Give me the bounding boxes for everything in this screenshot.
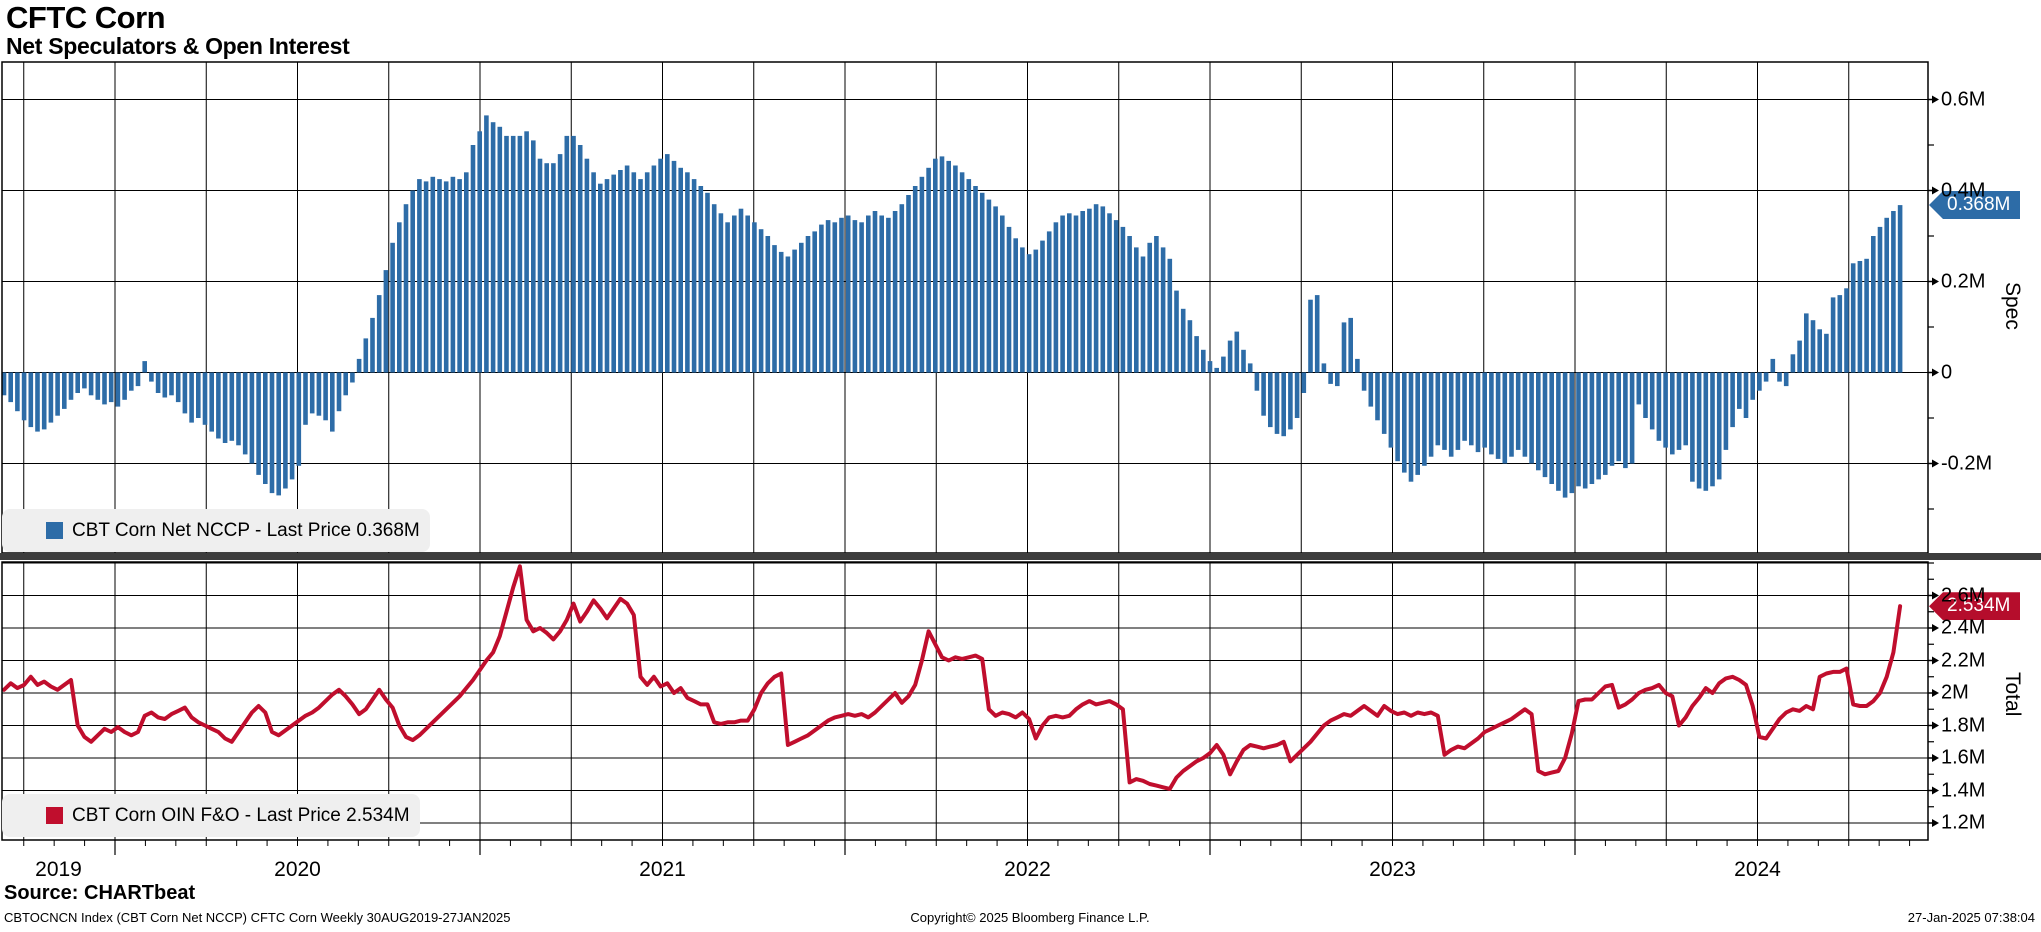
y-axis-title-total: Total bbox=[2001, 672, 2024, 717]
blue-square-swatch-icon bbox=[46, 522, 63, 539]
y-tick-label-spec: 0.2M bbox=[1941, 270, 1986, 292]
legend-spec[interactable]: CBT Corn Net NCCP - Last Price 0.368M bbox=[2, 509, 430, 552]
footer-timestamp: 27-Jan-2025 07:38:04 bbox=[1907, 910, 2035, 925]
legend-spec-label: CBT Corn Net NCCP - Last Price 0.368M bbox=[72, 519, 420, 541]
y-tick-label-total: 2.4M bbox=[1941, 616, 1986, 639]
legend-total[interactable]: CBT Corn OIN F&O - Last Price 2.534M bbox=[2, 794, 420, 837]
footer-copyright: Copyright© 2025 Bloomberg Finance L.P. bbox=[910, 910, 1150, 925]
y-axis-title-spec: Spec bbox=[2001, 282, 2024, 330]
y-tick-label-total: 2.6M bbox=[1941, 584, 1986, 606]
footer-ticker-info: CBTOCNCN Index (CBT Corn Net NCCP) CFTC … bbox=[4, 910, 511, 925]
y-tick-label-total: 1.4M bbox=[1941, 779, 1986, 801]
y-tick-label-total: 2.2M bbox=[1941, 649, 1986, 671]
y-tick-label-spec: 0.4M bbox=[1941, 179, 1986, 201]
y-tick-label-spec: 0.6M bbox=[1941, 88, 1986, 110]
x-year-label: 2019 bbox=[35, 858, 82, 881]
x-year-label: 2021 bbox=[639, 858, 686, 881]
red-square-swatch-icon bbox=[46, 807, 63, 824]
y-tick-label-total: 1.8M bbox=[1941, 714, 1986, 736]
y-tick-label-total: 1.2M bbox=[1941, 811, 1986, 834]
x-year-label: 2022 bbox=[1004, 858, 1051, 881]
last-price-tag-spec: 0.368M bbox=[1929, 191, 2021, 220]
source-label: Source: CHARTbeat bbox=[4, 882, 196, 904]
y-tick-label-spec: 0 bbox=[1941, 361, 1953, 383]
x-year-label: 2020 bbox=[274, 858, 321, 881]
y-tick-label-total: 2M bbox=[1941, 681, 1969, 704]
last-price-tag-total: 2.534M bbox=[1929, 592, 2021, 621]
panel-divider[interactable] bbox=[0, 553, 2041, 560]
x-year-label: 2024 bbox=[1734, 858, 1781, 881]
y-tick-label-total: 1.6M bbox=[1941, 746, 1986, 769]
page-title: CFTC Corn bbox=[6, 0, 166, 35]
y-tick-label-spec: -0.2M bbox=[1941, 452, 1993, 474]
chart-subtitle: Net Speculators & Open Interest bbox=[6, 33, 350, 59]
legend-total-label: CBT Corn OIN F&O - Last Price 2.534M bbox=[72, 804, 410, 826]
x-year-label: 2023 bbox=[1369, 858, 1416, 881]
